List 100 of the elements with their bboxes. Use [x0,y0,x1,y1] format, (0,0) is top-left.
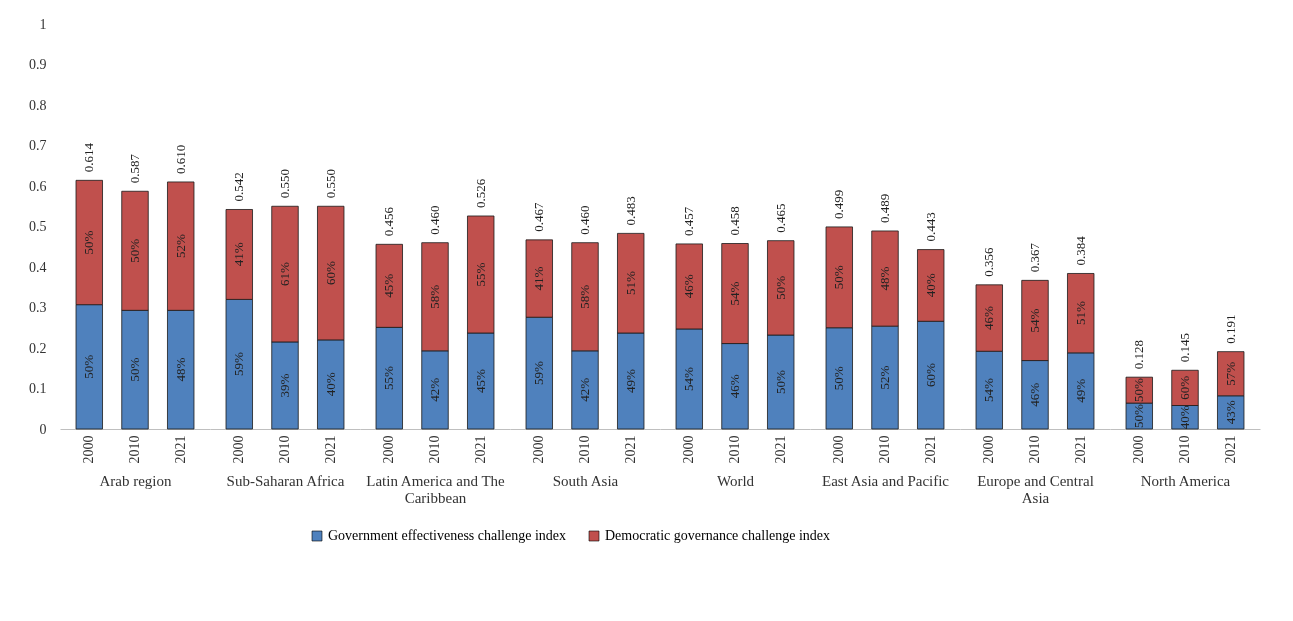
total-label: 0.499 [831,189,847,219]
annotation: 55% [381,366,397,391]
total-label: 0.356 [981,247,997,277]
annotation: 52% [877,365,892,390]
y-tick-label: 0.6 [29,178,47,194]
annotation: 46% [981,305,997,330]
y-tick-label: 0.7 [29,138,47,153]
x-tick-label: 2021 [1222,435,1238,464]
x-tick-label: 2021 [472,435,488,464]
annotation: 50% [127,238,142,263]
annotation: 51% [622,271,638,296]
annotation: 50% [81,354,97,379]
annotation: 54% [681,366,697,391]
x-tick-label: 2021 [322,435,338,464]
annotation: 49% [1072,378,1088,403]
total-label: 0.191 [1222,314,1238,344]
total-label: 0.443 [922,212,938,242]
annotation: 59% [531,361,547,386]
total-label: 0.128 [1131,339,1147,370]
x-tick-label: 2010 [1177,435,1192,464]
x-axis-title: East Asia and Pacific [821,472,950,489]
x-tick-label: 2021 [622,435,638,464]
annotation: 40% [322,372,338,397]
annotation: 60% [322,261,338,285]
annotation: 41% [531,266,547,291]
x-tick-label: 2010 [727,435,742,464]
annotation: 58% [577,284,592,309]
annotation: 43% [1222,400,1238,425]
total-label: 0.457 [681,206,697,236]
y-tick-label: 0.1 [29,381,47,396]
x-axis-title: World [716,472,755,489]
annotation: 40% [922,273,938,298]
annotation: 50% [81,230,97,255]
y-tick-label: 0.4 [29,259,47,275]
x-axis-title: South Asia [552,472,619,489]
total-label: 0.458 [727,206,742,236]
total-label: 0.483 [622,196,638,226]
annotation: 50% [1131,403,1147,428]
x-tick-label: 2010 [1027,435,1042,464]
annotation: 50% [127,357,142,382]
annotation: 45% [381,273,397,298]
x-tick-label: 2010 [577,435,592,464]
x-tick-label: 2000 [981,435,997,464]
annotation: 49% [622,368,638,393]
annotation: 41% [231,242,247,267]
total-label: 0.542 [231,172,247,202]
annotation: 39% [277,373,292,398]
x-axis-title: Arab region [99,472,173,489]
x-tick-label: 2000 [231,435,247,464]
annotation: 48% [172,357,188,382]
total-label: 0.456 [381,206,397,237]
x-tick-label: 2010 [277,435,292,464]
total-label: 0.610 [172,144,188,174]
x-axis-title: Latin America and The Caribbean [366,472,506,506]
total-label: 0.384 [1072,235,1088,266]
x-axis-title: Europe and Central Asia [977,472,1094,506]
total-label: 0.550 [277,169,292,199]
annotation: 60% [922,363,938,388]
annotation: 59% [231,352,247,377]
x-tick-label: 2021 [172,435,188,464]
total-label: 0.460 [427,205,442,235]
x-tick-label: 2000 [681,435,697,464]
x-tick-label: 2010 [127,435,142,464]
legend-label: Democratic governance challenge index [605,528,831,543]
total-label: 0.367 [1027,242,1042,273]
annotation: 54% [981,378,997,403]
annotation: 61% [277,262,292,287]
y-tick-label: 0.8 [29,97,47,113]
total-label: 0.489 [877,193,892,223]
legend-label: Government effectiveness challenge index [328,528,567,543]
x-axis-title: Sub-Saharan Africa [226,472,345,489]
annotation: 42% [427,377,442,402]
y-tick-label: 0.9 [29,57,47,72]
annotation: 50% [772,275,788,300]
total-label: 0.614 [81,142,97,173]
annotation: 46% [727,374,742,399]
annotation: 51% [1072,301,1088,326]
annotation: 55% [472,262,488,287]
annotation: 46% [1027,382,1042,407]
annotation: 48% [877,266,892,291]
x-tick-label: 2010 [877,435,892,464]
annotation: 54% [1027,308,1042,333]
annotation: 46% [681,274,697,299]
x-tick-label: 2000 [831,435,847,464]
y-tick-label: 0.3 [29,300,47,315]
annotation: 58% [427,284,442,309]
annotation: 60% [1177,375,1192,400]
x-axis-title: North America [1140,472,1231,489]
x-tick-label: 2000 [1131,435,1147,464]
total-label: 0.550 [322,169,338,199]
total-label: 0.145 [1177,333,1192,363]
total-label: 0.467 [531,202,547,232]
y-tick-label: 0.2 [29,340,47,356]
annotation: 40% [1177,405,1192,430]
y-tick-label: 0 [39,421,47,437]
annotation: 57% [1222,361,1238,386]
x-tick-label: 2021 [772,435,788,464]
total-label: 0.465 [772,203,788,233]
x-tick-label: 2000 [381,435,397,464]
annotation: 54% [727,281,742,306]
